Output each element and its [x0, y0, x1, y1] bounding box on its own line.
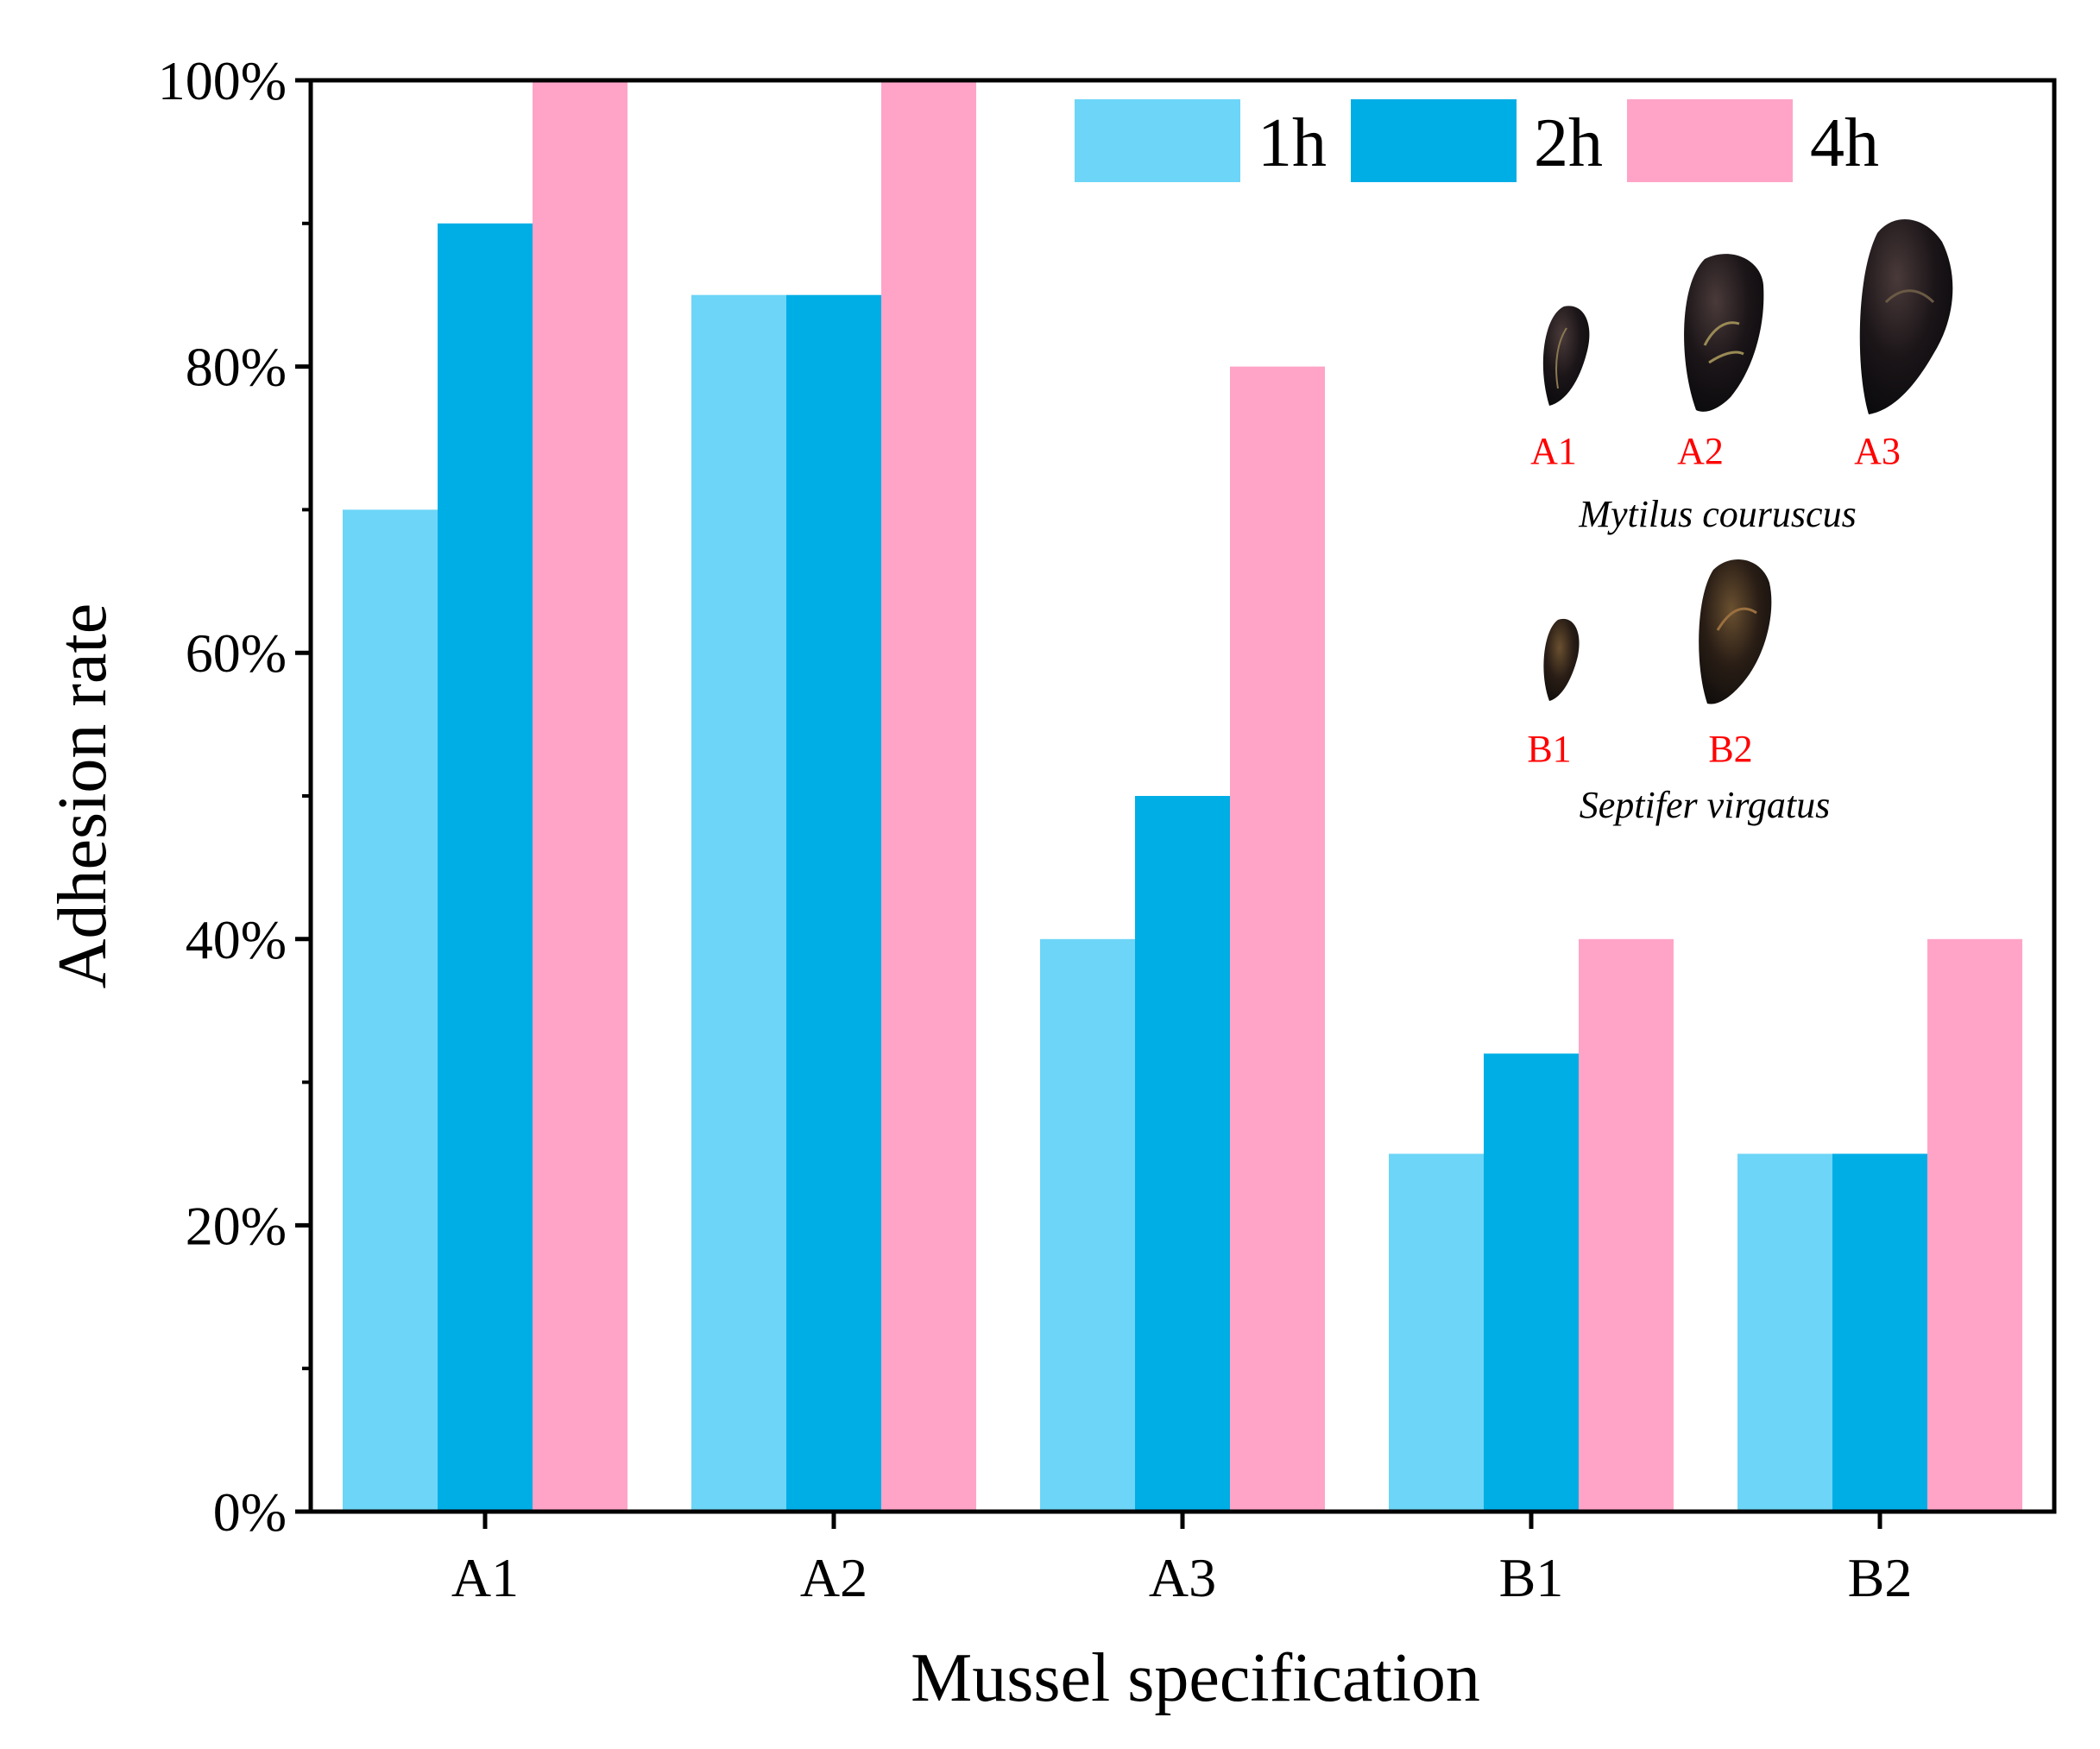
mussel-b2-image — [1699, 559, 1772, 704]
mussel-a1-image — [1542, 306, 1590, 406]
legend-swatch-1h — [1075, 99, 1240, 182]
x-tick-label-a2: A2 — [800, 1547, 867, 1608]
legend-label-1h: 1h — [1258, 105, 1327, 181]
x-axis-title: Mussel specification — [911, 1640, 1480, 1716]
y-tick-label: 0% — [213, 1481, 287, 1543]
mussel-b1-image — [1543, 618, 1580, 701]
species-label-septifer: Septifer virgatus — [1580, 784, 1830, 826]
inset-label-a3: A3 — [1854, 430, 1901, 472]
inset-label-b1: B1 — [1527, 728, 1571, 770]
legend-label-4h: 4h — [1810, 105, 1879, 181]
y-tick-label: 20% — [186, 1195, 287, 1256]
legend-label-2h: 2h — [1534, 105, 1603, 181]
y-tick-label: 80% — [186, 337, 287, 398]
bar-a3-4h — [1230, 366, 1325, 1512]
mussel-a2-image — [1684, 254, 1764, 412]
x-tick-label-a3: A3 — [1149, 1547, 1216, 1608]
legend: 1h 2h 4h — [1075, 99, 1879, 182]
y-axis: 0% 20% 40% 60% 80% 100% — [158, 50, 311, 1543]
y-tick-label: 60% — [186, 622, 287, 684]
bar-b2-2h — [1832, 1153, 1927, 1512]
x-tick-label-b1: B1 — [1499, 1547, 1564, 1608]
bar-a2-2h — [786, 294, 881, 1512]
specimen-inset: A1 A2 A3 Mytilus couruscus B1 B2 Septife… — [1527, 218, 1953, 826]
bar-a3-2h — [1135, 796, 1230, 1512]
bar-b1-1h — [1389, 1153, 1484, 1512]
bars-group — [343, 80, 2022, 1512]
y-tick-label: 40% — [186, 909, 287, 970]
bar-b2-1h — [1737, 1153, 1832, 1512]
bar-b1-2h — [1484, 1053, 1579, 1512]
bar-b2-4h — [1927, 938, 2022, 1512]
inset-label-a2: A2 — [1677, 430, 1724, 472]
y-axis-title: Adhesion rate — [45, 603, 121, 989]
bar-a3-1h — [1040, 938, 1135, 1512]
bar-a1-1h — [343, 509, 438, 1512]
bar-a1-2h — [438, 223, 533, 1512]
mussel-a3-image — [1859, 218, 1953, 414]
y-tick-label: 100% — [158, 50, 287, 111]
species-label-mytilus: Mytilus couruscus — [1578, 493, 1856, 535]
x-tick-label-a1: A1 — [451, 1547, 519, 1608]
bar-a2-1h — [691, 294, 786, 1512]
legend-swatch-2h — [1351, 99, 1517, 182]
x-tick-label-b2: B2 — [1848, 1547, 1913, 1608]
inset-label-a1: A1 — [1530, 430, 1577, 472]
legend-swatch-4h — [1627, 99, 1793, 182]
inset-label-b2: B2 — [1708, 728, 1752, 770]
bar-a2-4h — [881, 80, 976, 1512]
bar-a1-4h — [533, 80, 627, 1512]
x-axis: A1 A2 A3 B1 B2 — [451, 1512, 1912, 1608]
bar-b1-4h — [1579, 938, 1674, 1512]
